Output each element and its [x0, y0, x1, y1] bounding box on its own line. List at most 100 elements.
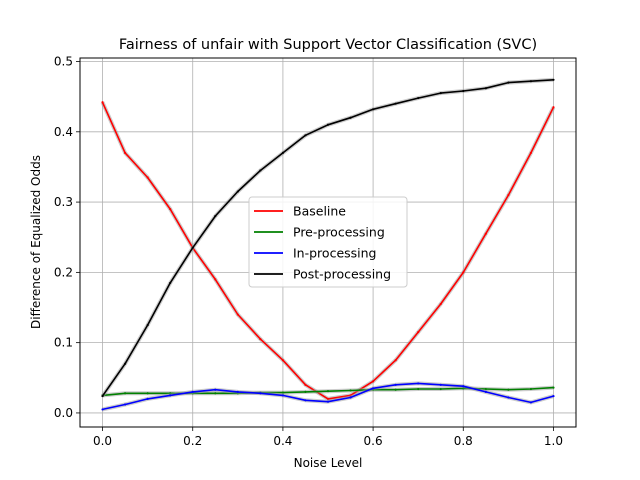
data-point: [214, 215, 217, 218]
series-in-processing: [101, 381, 555, 412]
legend-label: In-processing: [293, 246, 376, 261]
x-tick-label: 0.4: [273, 434, 292, 448]
plot-frame: [79, 57, 577, 428]
data-point: [123, 151, 127, 154]
legend-label: Baseline: [293, 204, 346, 219]
x-axis-label: Noise Level: [294, 456, 363, 470]
x-tick-label: 0.0: [93, 434, 112, 448]
data-point: [146, 392, 149, 395]
data-point: [169, 394, 172, 397]
legend-box: [248, 196, 408, 288]
data-point: [394, 102, 397, 105]
data-point: [529, 387, 533, 391]
data-point: [236, 390, 239, 393]
data-point: [417, 331, 420, 334]
data-point: [236, 313, 239, 316]
data-point: [529, 151, 533, 154]
data-point: [214, 388, 217, 391]
y-tick-label: 0.0: [54, 406, 73, 420]
data-point: [191, 390, 194, 393]
data-point: [439, 302, 442, 306]
y-tick-label: 0.4: [54, 125, 73, 139]
data-point: [101, 101, 104, 104]
y-tick-label: 0.3: [54, 195, 73, 209]
data-point: [507, 396, 510, 399]
data-point: [349, 389, 352, 392]
series-baseline: [100, 101, 556, 401]
data-point: [146, 397, 149, 400]
x-axis-ticks: 0.0 0.2 0.4 0.6 0.8 1.0: [93, 427, 563, 448]
chart-title: Fairness of unfair with Support Vector C…: [119, 37, 537, 53]
data-point: [394, 359, 397, 362]
data-point: [349, 396, 352, 399]
y-tick-label: 0.2: [54, 265, 73, 279]
y-tick-label: 0.1: [54, 336, 73, 350]
series-post-processing: [100, 77, 555, 398]
data-point: [417, 96, 420, 100]
data-point: [552, 106, 555, 109]
data-point: [529, 80, 533, 83]
data-point: [304, 390, 307, 393]
y-tick-label: 0.5: [54, 55, 73, 69]
data-point: [169, 208, 172, 211]
data-point: [281, 394, 285, 397]
data-point: [484, 87, 487, 90]
legend-label: Post-processing: [293, 267, 391, 282]
data-point: [394, 388, 397, 391]
data-point: [484, 390, 487, 393]
data-point: [529, 401, 533, 404]
y-axis-label: Difference of Equalized Odds: [29, 155, 43, 329]
data-point: [371, 108, 375, 111]
data-point: [394, 383, 397, 386]
data-point: [552, 386, 555, 389]
data-point: [507, 81, 510, 84]
data-point: [326, 397, 330, 400]
x-tick-label: 0.8: [454, 434, 473, 448]
data-point: [146, 176, 149, 179]
data-point: [236, 190, 239, 193]
data-point: [462, 271, 465, 274]
data-point: [304, 383, 307, 386]
data-point: [101, 408, 104, 411]
data-point: [326, 400, 330, 403]
data-point: [281, 151, 285, 154]
data-point: [304, 399, 307, 402]
data-point: [101, 394, 104, 398]
data-point: [123, 392, 127, 395]
data-point: [259, 392, 262, 395]
data-point: [123, 403, 127, 406]
x-tick-label: 1.0: [544, 434, 563, 448]
data-point: [281, 359, 285, 362]
data-point: [417, 382, 420, 385]
data-point: [417, 387, 420, 391]
data-point: [214, 392, 217, 395]
data-point: [371, 380, 375, 383]
data-point: [259, 338, 262, 341]
y-axis-ticks: 0.0 0.1 0.2 0.3 0.4 0.5: [54, 55, 80, 420]
data-point: [169, 281, 172, 285]
data-point: [552, 78, 555, 81]
data-point: [507, 193, 510, 197]
legend: Baseline Pre-processing In-processing Post-…: [248, 196, 408, 288]
x-tick-label: 0.6: [364, 434, 383, 448]
data-point: [439, 92, 442, 95]
data-point: [349, 116, 352, 119]
data-point: [214, 278, 217, 281]
data-point: [439, 383, 442, 386]
data-point: [371, 387, 375, 390]
data-point: [191, 246, 194, 249]
data-point: [304, 134, 307, 137]
data-point: [484, 387, 487, 391]
legend-label: Pre-processing: [293, 225, 385, 240]
data-point: [462, 89, 465, 93]
series-layer: [100, 77, 556, 412]
data-point: [259, 169, 262, 172]
x-tick-label: 0.2: [183, 434, 202, 448]
data-point: [484, 232, 487, 235]
data-point: [123, 362, 127, 365]
data-point: [146, 323, 149, 327]
data-point: [281, 391, 285, 394]
data-point: [326, 390, 330, 393]
data-point: [439, 387, 442, 391]
